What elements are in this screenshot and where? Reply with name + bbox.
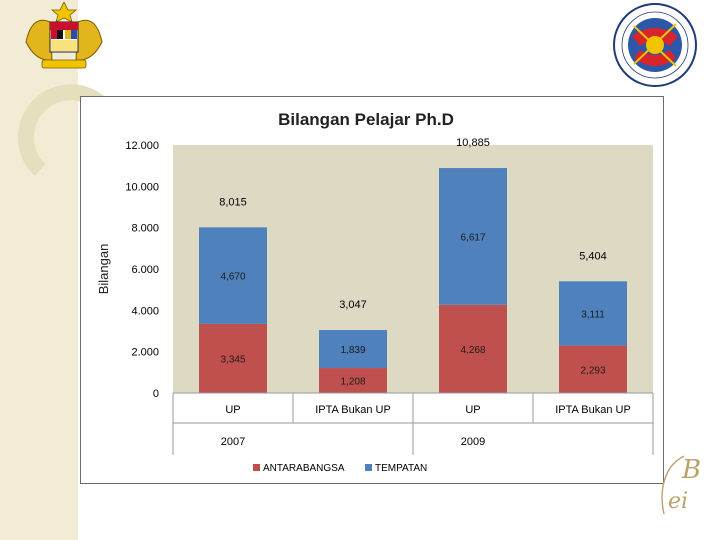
bar-segment-antarabangsa: [319, 368, 387, 393]
stacked-bar-chart: Bilangan Pelajar Ph.D Bilangan 0 2.000 4.0…: [96, 110, 654, 474]
group-label: 2007: [221, 436, 245, 448]
ministry-higher-education-seal-icon: [613, 3, 697, 87]
bar-segment-antarabangsa: [439, 304, 507, 393]
data-label: 3,111: [581, 309, 605, 320]
data-label: 2,293: [580, 365, 605, 376]
legend-swatch: [253, 464, 260, 471]
malaysia-coat-of-arms-icon: [25, 2, 103, 69]
y-tick-label: 6.000: [131, 264, 159, 276]
bar-segment-tempatan: [319, 330, 387, 369]
category-label: IPTA Bukan UP: [555, 404, 631, 416]
data-label: 6,617: [460, 232, 485, 243]
category-label: IPTA Bukan UP: [315, 404, 391, 416]
left-decorative-strip: [0, 0, 117, 540]
chart-frame: Bilangan Pelajar Ph.D Bilangan 0 2.000 4.0…: [80, 96, 664, 484]
y-tick-label: 12.000: [125, 140, 159, 152]
bei-logo-letter-b: B: [681, 455, 701, 485]
group-label: 2009: [461, 436, 485, 448]
y-tick-label: 0: [153, 388, 159, 400]
total-label: 10,885: [456, 137, 490, 149]
legend-swatch: [365, 464, 372, 471]
y-tick-label: 4.000: [131, 305, 159, 317]
bar-segment-tempatan: [559, 281, 627, 346]
bar-segment-tempatan: [439, 168, 507, 305]
data-label: 1,208: [340, 377, 365, 388]
data-label: 4,268: [460, 345, 485, 356]
y-tick-label: 2.000: [131, 347, 159, 359]
data-label: 1,839: [340, 345, 365, 356]
bar-segment-tempatan: [199, 227, 267, 324]
y-axis-label: Bilangan: [96, 244, 111, 295]
legend-label: ANTARABANGSA: [263, 463, 345, 474]
y-tick-label: 8.000: [131, 223, 159, 235]
y-tick-label: 10.000: [125, 181, 159, 193]
bar-segment-antarabangsa: [559, 345, 627, 393]
category-label: UP: [465, 404, 480, 416]
bei-logo-letters-ei: ei: [668, 489, 688, 514]
bar-segment-antarabangsa: [199, 323, 267, 393]
data-label: 4,670: [220, 272, 245, 283]
total-label: 5,404: [579, 250, 607, 262]
data-label: 3,345: [220, 354, 245, 365]
legend-label: TEMPATAN: [375, 463, 427, 474]
total-label: 8,015: [219, 196, 247, 208]
bei-logo-icon: B ei: [661, 455, 701, 515]
category-label: UP: [225, 404, 240, 416]
chart-title: Bilangan Pelajar Ph.D: [278, 110, 454, 129]
total-label: 3,047: [339, 299, 367, 311]
